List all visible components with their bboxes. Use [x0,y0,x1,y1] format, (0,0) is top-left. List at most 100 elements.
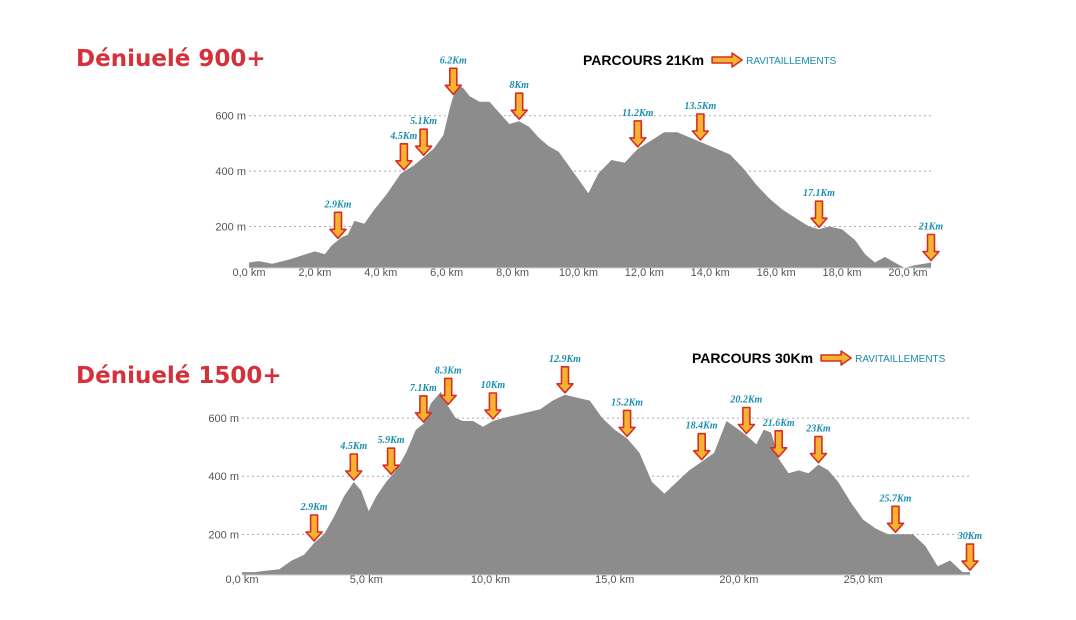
y-tick-label: 400 m [208,471,239,483]
arrow-down-icon [691,113,710,141]
aid-station-marker: 5.9Km [378,435,405,476]
aid-station-marker: 4.5Km [389,131,418,171]
course-label: PARCOURS 30Km [692,350,813,366]
aid-station-marker: 30Km [957,531,983,571]
aid-station-label: 21.6Km [762,418,795,429]
aid-station-marker: 7.1Km [410,383,437,423]
arrow-down-icon [737,406,756,435]
arrow-down-icon [769,429,788,458]
aid-station-label: 2.9Km [300,502,328,513]
legend-label: RAVITAILLEMENTS [855,354,946,365]
chart-title: Déniuelé 900+ [76,46,266,72]
arrow-down-icon [510,92,529,120]
aid-station-label: 5.1Km [410,116,437,127]
aid-station-label: 13.5Km [684,101,716,112]
arrow-down-icon [484,392,502,420]
arrow-down-icon [305,514,323,542]
course-label: PARCOURS 21Km [583,52,704,68]
x-tick-label: 10,0 km [559,267,598,279]
arrow-down-icon [628,120,647,148]
elevation-area [242,391,970,575]
arrow-down-icon [556,365,574,394]
x-tick-label: 6,0 km [430,267,463,279]
arrow-down-icon [439,377,458,406]
arrow-down-icon [618,409,636,438]
x-tick-label: 16,0 km [757,267,796,279]
aid-station-label: 15.2Km [611,397,643,408]
aid-station-label: 10Km [481,380,506,391]
y-tick-label: 600 m [215,111,246,123]
arrow-down-icon [344,453,363,481]
y-tick-label: 600 m [208,413,239,425]
aid-station-marker: 25.7Km [878,493,912,534]
aid-station-label: 7.1Km [410,383,437,394]
aid-station-marker: 2.9Km [300,502,328,542]
x-tick-label: 0,0 km [232,267,265,279]
arrow-down-icon [810,200,828,228]
x-tick-label: 5,0 km [350,574,383,586]
x-tick-label: 18,0 km [822,267,861,279]
aid-station-marker: 13.5Km [684,101,717,141]
x-tick-label: 10,0 km [471,574,510,586]
aid-station-marker: 10Km [481,380,506,420]
x-tick-label: 25,0 km [844,574,883,586]
arrow-down-icon [395,143,413,171]
aid-station-label: 21Km [918,221,944,232]
y-tick-label: 400 m [215,166,246,178]
aid-station-label: 25.7Km [878,493,911,504]
aid-station-marker: 23Km [805,424,831,464]
aid-station-label: 20.2Km [729,395,762,406]
aid-station-label: 23Km [805,424,831,435]
aid-station-label: 30Km [957,531,983,542]
arrow-down-icon [382,447,400,476]
arrow-down-icon [444,67,463,96]
aid-station-marker: 17.1Km [803,188,835,228]
arrow-down-icon [414,128,433,156]
x-tick-label: 15,0 km [595,574,634,586]
aid-station-marker: 21Km [918,221,944,262]
elevation-chart-1: Déniuelé 900+ PARCOURS 21Km RAVITAILLEMENT… [76,46,943,279]
aid-station-label: 4.5Km [389,131,417,142]
x-tick-label: 12,0 km [625,267,664,279]
x-tick-label: 4,0 km [364,267,397,279]
aid-station-label: 12.9Km [549,354,581,365]
aid-station-label: 8Km [509,80,529,91]
aid-station-marker: 12.9Km [549,354,581,394]
chart-title: Déniuelé 1500+ [76,363,282,389]
aid-station-label: 11.2Km [622,108,654,119]
aid-station-label: 17.1Km [803,188,835,199]
arrow-down-icon [414,395,433,423]
aid-station-marker: 8Km [509,80,529,120]
legend-label: RAVITAILLEMENTS [746,56,837,67]
arrow-down-icon [961,543,979,571]
aid-station-label: 6.2Km [440,55,467,66]
aid-station-label: 4.5Km [339,441,367,452]
x-tick-label: 20,0 km [888,267,927,279]
aid-station-marker: 4.5Km [339,441,368,481]
aid-station-marker: 2.9Km [323,199,352,240]
x-tick-label: 20,0 km [719,574,758,586]
arrow-down-icon [886,505,905,534]
aid-station-label: 2.9Km [323,199,351,210]
aid-station-label: 18.4Km [686,421,718,432]
x-tick-label: 14,0 km [691,267,730,279]
x-tick-label: 0,0 km [225,574,258,586]
y-tick-label: 200 m [215,221,246,233]
arrow-down-icon [329,211,347,240]
aid-station-label: 5.9Km [378,435,405,446]
aid-station-marker: 20.2Km [729,395,763,435]
elevation-area [249,85,931,268]
aid-station-marker: 6.2Km [440,55,467,96]
legend-arrow-icon [820,350,852,366]
aid-station-label: 8.3Km [435,365,462,376]
x-tick-label: 2,0 km [298,267,331,279]
elevation-chart-2: Déniuelé 1500+ PARCOURS 30Km RAVITAILLEMEN… [76,350,982,586]
aid-station-marker: 15.2Km [611,397,643,438]
y-tick-label: 200 m [208,529,239,541]
arrow-down-icon [809,435,828,464]
legend-arrow-icon [711,52,743,68]
aid-station-marker: 11.2Km [622,108,654,148]
aid-station-marker: 21.6Km [762,418,795,458]
arrow-down-icon [692,432,711,461]
